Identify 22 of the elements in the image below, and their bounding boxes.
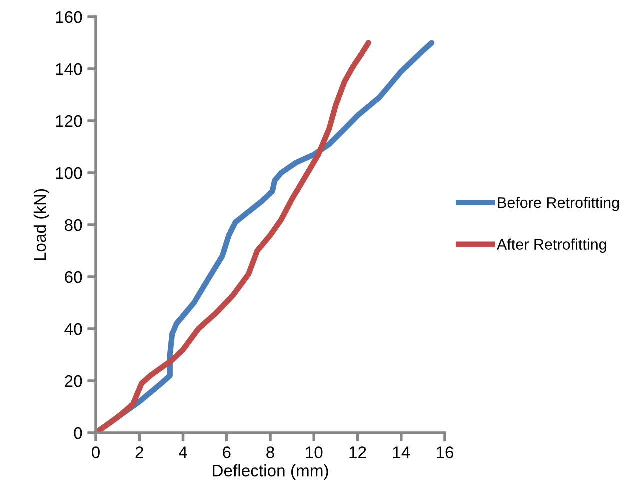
y-tick-label: 160: [56, 11, 82, 24]
y-axis-title: Load (kN): [34, 189, 50, 260]
y-tick-label: 40: [64, 323, 82, 336]
legend-label: Before Retrofitting: [498, 197, 620, 212]
y-tick-label: 20: [65, 375, 82, 388]
y-tick-label: 80: [64, 219, 82, 232]
x-tick-label: 4: [179, 446, 188, 458]
x-tick-label: 8: [266, 446, 274, 458]
x-axis-title: Deflection (mm): [213, 464, 328, 480]
y-tick-label: 100: [56, 167, 82, 180]
x-tick-label: 0: [92, 446, 100, 458]
x-tick-label: 14: [393, 446, 410, 458]
y-tick-label: 140: [56, 63, 82, 76]
y-tick-label: 120: [56, 115, 82, 128]
x-tick-label: 16: [437, 446, 454, 458]
y-tick-label: 0: [74, 427, 82, 440]
legend-label: After Retrofitting: [496, 238, 606, 253]
x-tick-label: 2: [136, 446, 144, 458]
x-tick-label: 10: [306, 446, 323, 458]
y-tick-label: 60: [65, 271, 82, 284]
x-tick-label: 12: [350, 446, 366, 458]
x-tick-label: 6: [223, 446, 231, 458]
